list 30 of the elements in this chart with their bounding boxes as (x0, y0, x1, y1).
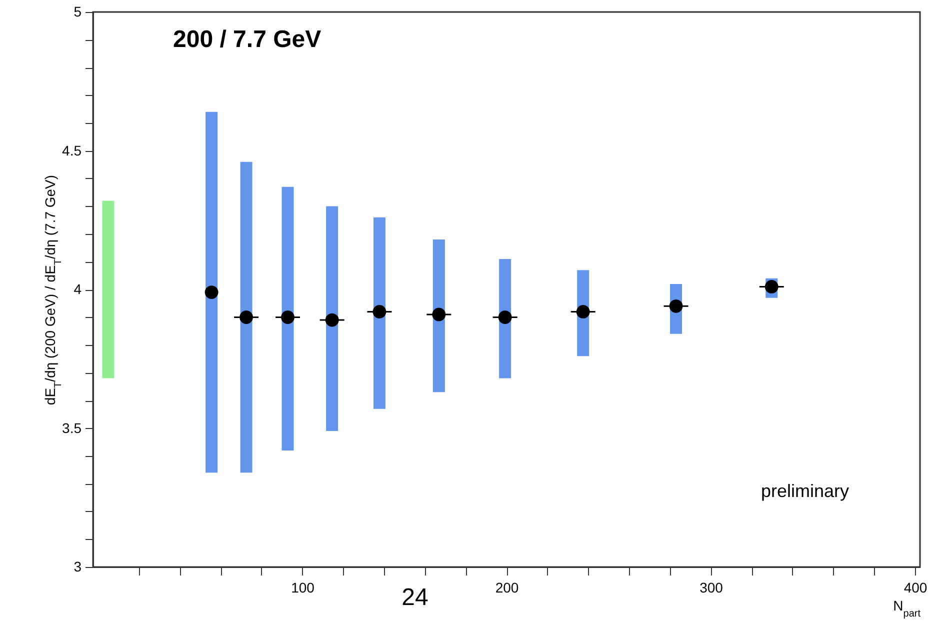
bar (282, 186, 294, 450)
x-tick-label: 100 (291, 580, 315, 596)
text: 24 (402, 584, 428, 611)
annotation: preliminary (760, 481, 850, 501)
bar (240, 162, 252, 473)
x-tick-label: 400 (904, 580, 928, 596)
point (764, 280, 778, 294)
point (281, 310, 294, 324)
point (669, 299, 683, 313)
bar (102, 200, 114, 378)
x-tick-label: 200 (495, 580, 519, 596)
y-tick-label: 3 (74, 558, 82, 574)
point (432, 308, 446, 322)
text: 200 / 7.7 GeV (173, 26, 322, 53)
bar (206, 112, 218, 473)
x-tick-label: 300 (700, 580, 724, 596)
point (325, 313, 339, 327)
bar (432, 240, 445, 392)
point (372, 305, 386, 318)
y-tick-label: 3.5 (62, 420, 82, 436)
point (240, 310, 253, 324)
y-tick-label: 4.5 (62, 142, 82, 158)
x-axis-title: N$_{part}$ (893, 598, 921, 619)
point (498, 310, 512, 324)
point (204, 286, 218, 299)
bar (373, 217, 386, 409)
bar (326, 206, 338, 432)
y-tick-label: 4 (74, 281, 82, 297)
point (576, 305, 590, 318)
y-tick-label: 5 (74, 4, 82, 20)
